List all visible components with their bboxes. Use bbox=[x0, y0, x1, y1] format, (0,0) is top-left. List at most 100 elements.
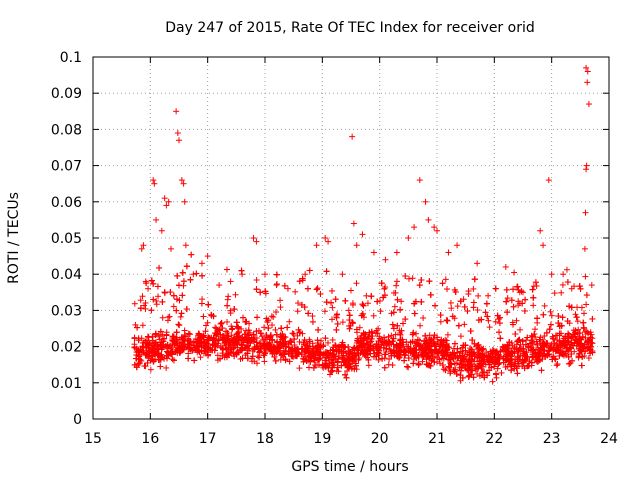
data-point bbox=[328, 299, 335, 306]
data-point bbox=[174, 130, 181, 137]
data-point bbox=[445, 249, 452, 256]
data-point bbox=[510, 286, 517, 293]
data-point bbox=[405, 275, 412, 282]
data-point bbox=[583, 162, 590, 169]
data-point bbox=[394, 296, 401, 303]
data-point bbox=[583, 292, 590, 299]
data-point bbox=[426, 278, 433, 285]
data-point bbox=[392, 289, 399, 296]
data-point bbox=[156, 264, 163, 271]
data-point bbox=[411, 224, 418, 231]
y-tick-label: 0.1 bbox=[60, 50, 82, 66]
data-point bbox=[344, 368, 351, 375]
data-point bbox=[286, 318, 293, 325]
x-tick-label: 20 bbox=[371, 431, 389, 447]
data-point bbox=[141, 362, 148, 369]
data-point bbox=[457, 333, 464, 340]
data-point bbox=[471, 276, 478, 283]
data-point bbox=[216, 282, 223, 289]
data-point bbox=[585, 101, 592, 108]
data-point bbox=[575, 326, 582, 333]
data-point bbox=[272, 357, 279, 364]
data-point bbox=[565, 330, 572, 337]
data-point bbox=[419, 358, 426, 365]
data-point bbox=[449, 313, 456, 320]
data-point bbox=[376, 350, 383, 357]
data-point bbox=[513, 317, 520, 324]
data-point bbox=[397, 306, 404, 313]
x-tick-label: 21 bbox=[428, 431, 446, 447]
data-point bbox=[190, 271, 197, 278]
data-point bbox=[417, 322, 424, 329]
data-point bbox=[155, 293, 162, 300]
data-point bbox=[175, 321, 182, 328]
data-point bbox=[582, 209, 589, 216]
data-point bbox=[581, 245, 588, 252]
data-point bbox=[170, 357, 177, 364]
data-point bbox=[179, 269, 186, 276]
data-point bbox=[322, 335, 329, 342]
data-point bbox=[563, 266, 570, 273]
data-point bbox=[346, 325, 353, 332]
data-point bbox=[153, 301, 160, 308]
data-point bbox=[422, 198, 429, 205]
data-point bbox=[292, 288, 299, 295]
data-point bbox=[517, 326, 524, 333]
y-tick-label: 0.03 bbox=[51, 303, 82, 319]
data-point bbox=[197, 354, 204, 361]
data-point bbox=[494, 365, 501, 372]
data-point bbox=[198, 300, 205, 307]
data-point bbox=[482, 309, 489, 316]
data-point bbox=[328, 368, 335, 375]
data-point bbox=[530, 302, 537, 309]
data-point bbox=[334, 320, 341, 327]
data-point bbox=[389, 321, 396, 328]
data-point bbox=[583, 301, 590, 308]
data-point bbox=[405, 364, 412, 371]
data-point bbox=[374, 298, 381, 305]
data-point bbox=[475, 292, 482, 299]
data-point bbox=[393, 278, 400, 285]
data-point bbox=[270, 313, 277, 320]
x-tick-label: 19 bbox=[313, 431, 331, 447]
data-point bbox=[179, 292, 186, 299]
data-point bbox=[454, 242, 461, 249]
data-point bbox=[170, 292, 177, 299]
data-point bbox=[294, 300, 301, 307]
data-point bbox=[253, 277, 260, 284]
data-point bbox=[198, 260, 205, 267]
data-point bbox=[405, 355, 412, 362]
data-point bbox=[339, 271, 346, 278]
data-point bbox=[177, 313, 184, 320]
data-point bbox=[301, 336, 308, 343]
x-tick-label: 16 bbox=[141, 431, 159, 447]
data-point bbox=[470, 285, 477, 292]
data-point bbox=[381, 285, 388, 292]
data-point bbox=[324, 339, 331, 346]
data-point bbox=[309, 318, 316, 325]
data-point bbox=[273, 271, 280, 278]
data-point bbox=[443, 286, 450, 293]
data-point bbox=[139, 293, 146, 300]
data-point bbox=[550, 353, 557, 360]
data-point bbox=[333, 326, 340, 333]
data-point bbox=[393, 249, 400, 256]
data-point bbox=[281, 282, 288, 289]
data-point bbox=[205, 301, 212, 308]
data-point bbox=[321, 308, 328, 315]
data-point bbox=[238, 325, 245, 332]
data-point bbox=[261, 358, 268, 365]
data-point bbox=[181, 327, 188, 334]
data-point bbox=[393, 282, 400, 289]
x-axis-label: GPS time / hours bbox=[291, 459, 408, 475]
data-point bbox=[310, 364, 317, 371]
data-point bbox=[385, 361, 392, 368]
data-point bbox=[582, 334, 589, 341]
data-point bbox=[580, 310, 587, 317]
data-point bbox=[187, 276, 194, 283]
data-point bbox=[400, 320, 407, 327]
data-point bbox=[175, 282, 182, 289]
data-point bbox=[257, 289, 264, 296]
data-point bbox=[538, 367, 545, 374]
data-point bbox=[425, 216, 432, 223]
